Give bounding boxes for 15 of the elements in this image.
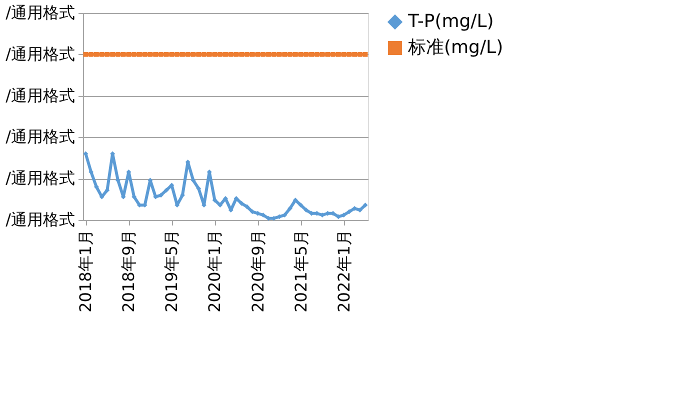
x-tick-label: 2018年9月	[119, 230, 138, 312]
text: /通用格式	[6, 168, 75, 188]
x-tick-label: 2022年1月	[334, 230, 354, 312]
text: /通用格式	[6, 3, 75, 22]
legend-label: T-P(mg/L)	[407, 11, 494, 32]
x-tick-label: 2019年5月	[162, 230, 182, 312]
x-tick-label: 2018年1月	[76, 230, 96, 312]
legend-label: 标准(mg/L)	[407, 37, 504, 58]
text: /通用格式	[6, 86, 75, 105]
text: /通用格式	[6, 127, 75, 146]
text: /通用格式	[6, 210, 75, 229]
x-tick-label: 2020年9月	[248, 230, 268, 312]
x-tick-label: 2020年1月	[205, 230, 224, 312]
text: /通用格式	[6, 44, 75, 64]
x-tick-label: 2021年5月	[291, 230, 310, 312]
